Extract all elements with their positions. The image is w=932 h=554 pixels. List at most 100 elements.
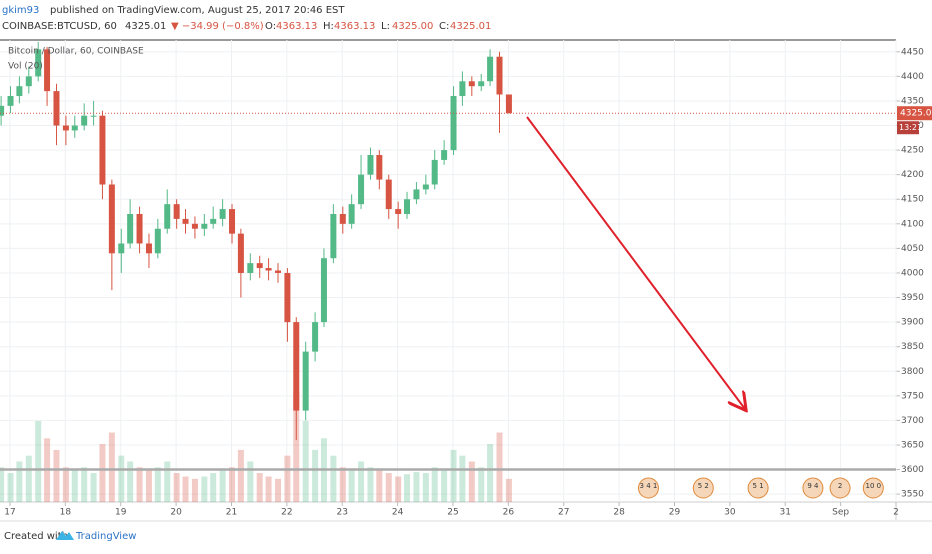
candle-body: [7, 96, 14, 106]
volume-bar: [358, 461, 365, 502]
volume-bar: [7, 473, 14, 502]
y-tick-label: 3750: [901, 391, 924, 401]
volume-bar: [62, 467, 69, 502]
volume-bar: [81, 467, 88, 502]
volume-bar: [90, 473, 97, 502]
brand[interactable]: TradingView: [75, 531, 136, 542]
x-tick-label: 24: [392, 508, 404, 518]
ohlc-value: 4325.00: [392, 21, 433, 32]
candle-body: [459, 81, 466, 97]
author[interactable]: gkim93: [2, 5, 39, 16]
y-tick-label: 3950: [901, 293, 924, 303]
candle-body: [0, 105, 5, 116]
x-tick-label: 21: [226, 508, 237, 518]
ohlc-label: L:: [381, 21, 390, 32]
volume-bar: [201, 476, 208, 502]
candle-body: [293, 322, 300, 411]
candle-body: [90, 115, 97, 117]
candle-body: [81, 115, 88, 126]
ohlc: O: 4363.13 H: 4363.13 L: 4325.00 C: 4325.01: [265, 21, 491, 32]
chart-title: Bitcoin / Dollar, 60, COINBASE: [8, 47, 144, 57]
candle-body: [191, 223, 198, 229]
event-icon: [747, 477, 769, 499]
y-tick-label: 4150: [901, 195, 924, 205]
y-tick-label: 4050: [901, 244, 924, 254]
last-price-label: 4325.01: [900, 109, 932, 119]
candle-body: [145, 243, 152, 254]
event-label: 9 4: [807, 482, 819, 490]
volume-bar: [16, 461, 23, 502]
candle-body: [358, 174, 365, 205]
candle-body: [496, 56, 503, 95]
candle-body: [505, 94, 512, 114]
candle-body: [210, 218, 217, 224]
candle-body: [404, 199, 411, 214]
candle-body: [422, 184, 429, 190]
candle-body: [376, 155, 383, 180]
countdown-box: [897, 121, 919, 135]
candle-body: [367, 155, 374, 175]
x-tick-label: 30: [724, 508, 736, 518]
volume-bar: [413, 471, 420, 502]
volume-bar: [154, 467, 161, 502]
event-label: 5 1: [753, 482, 764, 490]
candle-body: [385, 179, 392, 210]
x-tick-label: 17: [4, 508, 15, 518]
volume-bar: [422, 473, 429, 502]
candle-body: [478, 81, 485, 87]
x-tick-label: 28: [613, 508, 625, 518]
event-icon: [692, 477, 714, 499]
candle-body: [127, 213, 134, 244]
volume-bar: [118, 455, 125, 502]
x-tick-label: 29: [669, 508, 681, 518]
candle-body: [237, 233, 244, 273]
candle-body: [441, 150, 448, 160]
candle-body: [320, 258, 327, 323]
y-tick-label: 3700: [901, 416, 924, 426]
y-tick-label: 3900: [901, 318, 924, 328]
last-price: 4325.01: [125, 21, 166, 32]
volume-bar: [293, 392, 300, 502]
volume-bar: [210, 473, 217, 502]
x-tick-label: 19: [115, 508, 127, 518]
candle-body: [339, 213, 346, 224]
volume-bar: [404, 474, 411, 502]
candle-body: [450, 96, 457, 151]
candle-body: [136, 213, 143, 244]
volume-bar: [505, 478, 512, 502]
candle-body: [219, 209, 226, 219]
candle-body: [395, 209, 402, 214]
volume-bar: [99, 444, 106, 502]
x-tick-label: 26: [503, 508, 515, 518]
volume-bar: [35, 420, 42, 502]
x-tick-label: 25: [447, 508, 458, 518]
ohlc-value: 4363.13: [276, 21, 317, 32]
candle-body: [487, 56, 494, 82]
event-label: 10 0: [865, 482, 881, 490]
x-tick-label: 18: [60, 508, 72, 518]
x-tick-label: 22: [281, 508, 292, 518]
candle-body: [256, 263, 263, 269]
x-tick-label: 27: [558, 508, 569, 518]
volume-bar: [284, 455, 291, 502]
candle-body: [71, 125, 78, 131]
ohlc-label: H:: [323, 21, 334, 32]
candle-body: [62, 125, 69, 131]
volume-bar: [71, 469, 78, 502]
candle-body: [44, 49, 51, 92]
volume-bar: [450, 449, 457, 502]
candle-body: [284, 272, 291, 323]
candle-body: [173, 204, 180, 219]
candle-body: [35, 49, 42, 77]
volume-bar: [487, 444, 494, 502]
x-tick-label: 31: [780, 508, 791, 518]
volume-label: Vol (20): [8, 62, 43, 72]
volume-bar: [247, 461, 254, 502]
volume-bar: [108, 432, 115, 502]
event-label: 3 4 1: [640, 482, 658, 490]
y-tick-label: 4200: [901, 170, 924, 180]
volume-bar: [219, 469, 226, 502]
y-tick-label: 4400: [901, 72, 924, 82]
volume-bar: [229, 467, 236, 502]
symbol: COINBASE:BTCUSD, 60: [2, 21, 117, 32]
